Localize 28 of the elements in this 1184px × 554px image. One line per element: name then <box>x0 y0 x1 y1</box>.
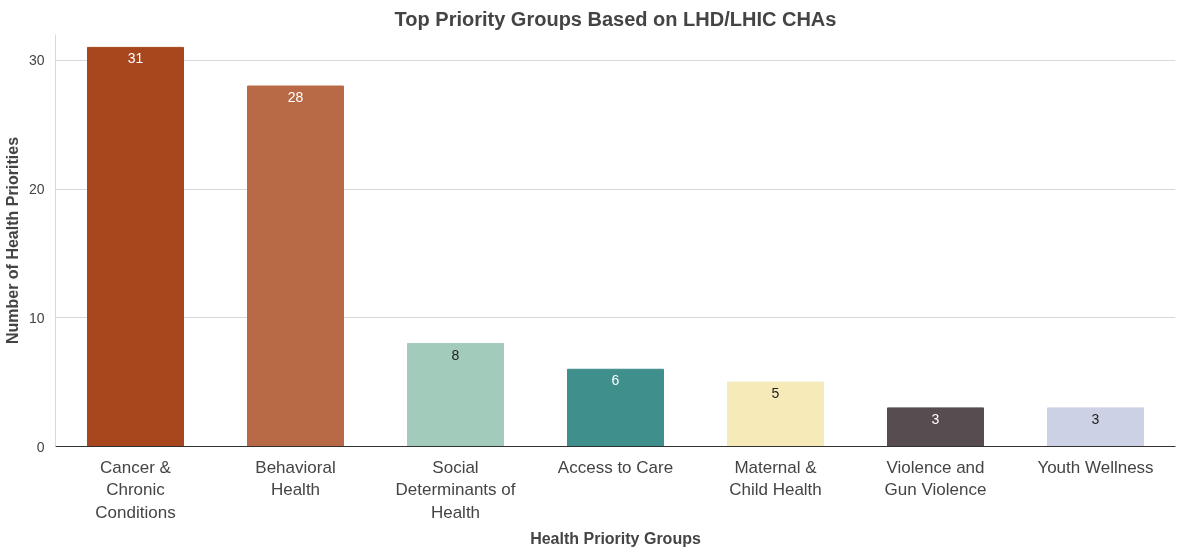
bar <box>567 368 664 447</box>
bar <box>727 381 824 447</box>
x-tick-label: Behavioral Health <box>255 457 336 500</box>
y-axis-title: Number of Health Priorities <box>3 136 21 345</box>
x-tick-label: Youth Wellness <box>1037 457 1154 477</box>
data-label: 6 <box>611 372 620 389</box>
x-axis-title: Health Priority Groups <box>530 530 701 548</box>
chart-title: Top Priority Groups Based on LHD/LHIC CHAs <box>394 7 837 30</box>
x-tick-label: Access to Care <box>557 457 674 477</box>
y-tick-label: 10 <box>28 309 45 326</box>
bar <box>247 85 344 447</box>
bar <box>407 343 504 447</box>
data-label: 31 <box>127 50 144 67</box>
x-tick-label: Violence and Gun Violence <box>884 457 987 500</box>
bar <box>87 46 184 447</box>
data-label: 8 <box>451 346 460 363</box>
data-label: 28 <box>287 89 304 105</box>
data-label: 3 <box>1091 410 1100 427</box>
data-label: 5 <box>771 385 780 402</box>
x-tick-label: Social Determinants of Health <box>395 457 516 523</box>
data-label: 3 <box>931 410 940 427</box>
bar <box>887 407 984 447</box>
x-tick-label: Cancer & Chronic Conditions <box>95 457 176 523</box>
bar <box>1047 407 1144 447</box>
x-tick-label: Maternal & Child Health <box>729 457 822 500</box>
y-tick-label: 20 <box>28 181 45 197</box>
y-tick-label: 0 <box>36 438 45 455</box>
y-tick-label: 30 <box>28 52 45 69</box>
